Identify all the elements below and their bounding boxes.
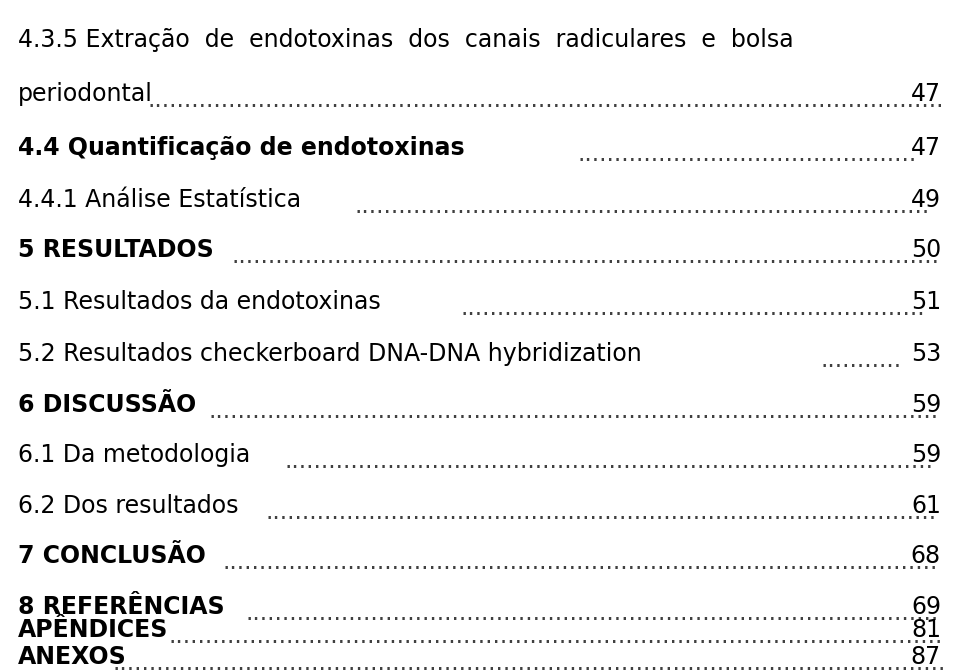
Text: 59: 59 bbox=[911, 443, 941, 467]
Text: 4.4 Quantificação de endotoxinas: 4.4 Quantificação de endotoxinas bbox=[18, 136, 464, 160]
Text: ................................................................................: ........................................… bbox=[231, 243, 939, 267]
Text: ................................................................................: ........................................… bbox=[222, 550, 938, 574]
Text: 5 RESULTADOS: 5 RESULTADOS bbox=[18, 238, 214, 262]
Text: 6 DISCUSSÃO: 6 DISCUSSÃO bbox=[18, 393, 197, 417]
Text: 51: 51 bbox=[911, 290, 941, 314]
Text: ................................................................................: ........................................… bbox=[209, 398, 939, 423]
Text: 87: 87 bbox=[911, 645, 941, 669]
Text: ................................................................................: ........................................… bbox=[284, 449, 933, 472]
Text: 4.4.1 Análise Estatística: 4.4.1 Análise Estatística bbox=[18, 188, 301, 212]
Text: ANEXOS: ANEXOS bbox=[18, 645, 127, 669]
Text: ................................................................................: ........................................… bbox=[112, 650, 946, 672]
Text: 6.2 Dos resultados: 6.2 Dos resultados bbox=[18, 494, 239, 518]
Text: 68: 68 bbox=[911, 544, 941, 568]
Text: periodontal: periodontal bbox=[18, 82, 152, 106]
Text: 53: 53 bbox=[911, 342, 941, 366]
Text: ...............................................................: ........................................… bbox=[460, 296, 925, 320]
Text: 7 CONCLUSÃO: 7 CONCLUSÃO bbox=[18, 544, 206, 568]
Text: 8 REFERÊNCIAS: 8 REFERÊNCIAS bbox=[18, 595, 224, 619]
Text: 5.2 Resultados checkerboard DNA-DNA hybridization: 5.2 Resultados checkerboard DNA-DNA hybr… bbox=[18, 342, 642, 366]
Text: ...........: ........... bbox=[821, 347, 902, 372]
Text: ................................................................................: ........................................… bbox=[266, 499, 937, 523]
Text: ................................................................................: ........................................… bbox=[246, 601, 939, 624]
Text: 47: 47 bbox=[911, 82, 941, 106]
Text: 81: 81 bbox=[911, 618, 941, 642]
Text: 61: 61 bbox=[911, 494, 941, 518]
Text: ..............................................: ........................................… bbox=[577, 142, 917, 165]
Text: ................................................................................: ........................................… bbox=[148, 87, 945, 112]
Text: 5.1 Resultados da endotoxinas: 5.1 Resultados da endotoxinas bbox=[18, 290, 381, 314]
Text: ..............................................................................: ........................................… bbox=[354, 194, 929, 218]
Text: APÊNDICES: APÊNDICES bbox=[18, 618, 169, 642]
Text: 47: 47 bbox=[911, 136, 941, 160]
Text: ................................................................................: ........................................… bbox=[169, 624, 944, 648]
Text: 4.3.5 Extração  de  endotoxinas  dos  canais  radiculares  e  bolsa: 4.3.5 Extração de endotoxinas dos canais… bbox=[18, 28, 794, 52]
Text: 59: 59 bbox=[911, 393, 941, 417]
Text: 49: 49 bbox=[911, 188, 941, 212]
Text: 50: 50 bbox=[911, 238, 941, 262]
Text: 6.1 Da metodologia: 6.1 Da metodologia bbox=[18, 443, 250, 467]
Text: 69: 69 bbox=[911, 595, 941, 619]
